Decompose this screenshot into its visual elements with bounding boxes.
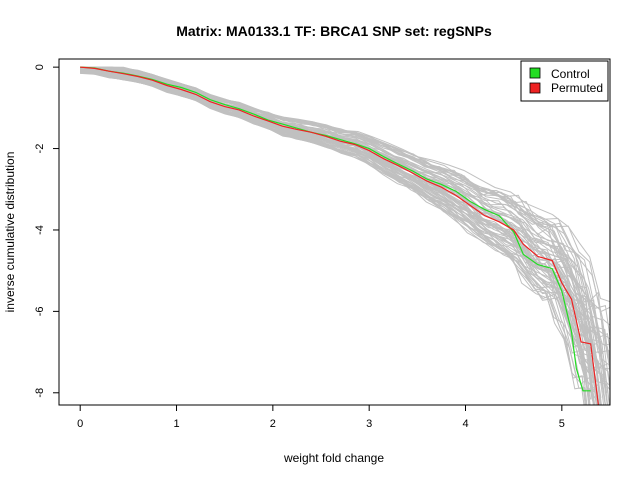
permutation-line [80,67,610,369]
y-axis: 0 -2 -4 -6 -8 [34,64,59,398]
permutation-line [80,68,610,390]
x-tick-label: 2 [270,418,276,430]
legend-label-control: Control [551,67,590,81]
permutation-line [80,66,607,381]
permutation-line [80,66,593,400]
permutation-line [80,66,610,376]
legend-swatch-permuted [529,82,541,94]
chart-title: Matrix: MA0133.1 TF: BRCA1 SNP set: regS… [176,23,492,39]
y-tick-label: -4 [34,225,46,235]
permutation-line [80,68,588,405]
plot-frame [58,58,611,406]
permutation-line [80,66,610,343]
y-tick-label: 0 [34,64,46,70]
y-tick-label: -6 [34,306,46,316]
permutation-line [80,66,610,375]
permutation-line [80,67,602,405]
permutation-line [80,66,598,380]
series-line-permuted [80,66,599,405]
y-tick-label: -8 [34,388,46,398]
permutation-line [80,66,599,367]
permutation-line [80,66,592,364]
x-tick-label: 3 [366,418,372,430]
permutation-line [80,66,610,355]
legend-label-permuted: Permuted [551,81,603,95]
series-line-control [80,66,591,392]
legend: Control Permuted [520,60,609,102]
permutation-line [80,66,610,303]
permutation-lines [80,66,610,405]
x-axis-label: weight fold change [283,451,384,465]
permutation-line [80,66,594,384]
x-tick-label: 1 [173,418,179,430]
y-axis-label: inverse cumulative distribution [3,152,17,313]
x-tick-label: 5 [559,418,565,430]
legend-swatch-control [529,67,541,79]
permutation-line [80,66,595,353]
series-lines [80,66,599,405]
y-tick-label: -2 [34,144,46,154]
x-axis: 0 1 2 3 4 5 [77,404,565,430]
permutation-line [80,67,606,405]
permutation-line [80,66,594,364]
x-tick-label: 4 [462,418,468,430]
permutation-line [80,66,610,313]
x-tick-label: 0 [77,418,83,430]
permutation-line [80,71,610,387]
permutation-line [80,66,602,360]
